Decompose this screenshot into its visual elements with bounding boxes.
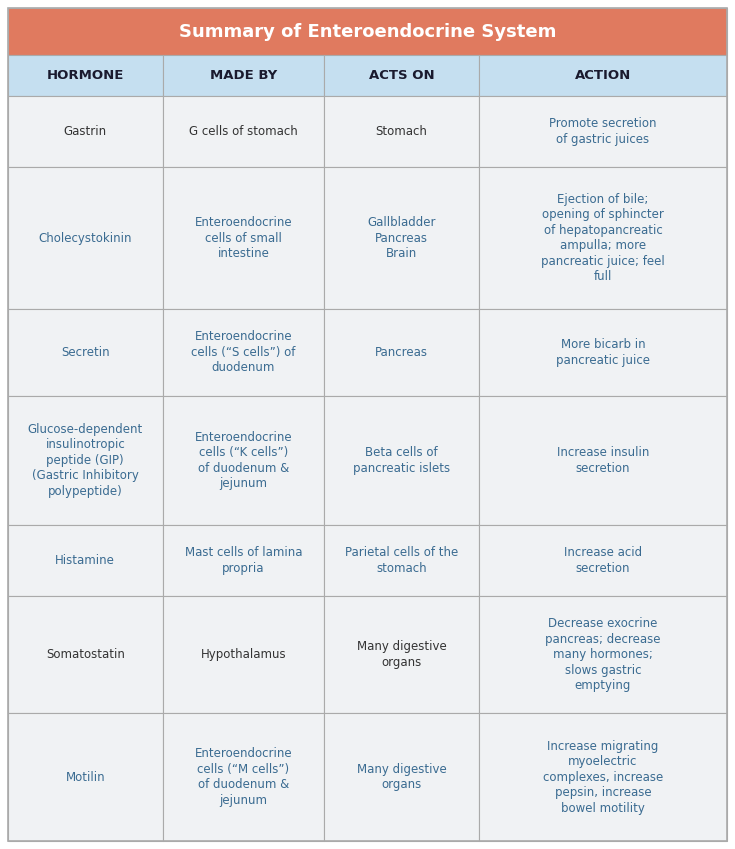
- Text: ACTS ON: ACTS ON: [369, 70, 434, 82]
- Bar: [162, 55, 324, 96]
- Text: Motilin: Motilin: [65, 771, 105, 784]
- Text: Promote secretion
of gastric juices: Promote secretion of gastric juices: [549, 117, 656, 146]
- Text: Increase migrating
myoelectric
complexes, increase
pepsin, increase
bowel motili: Increase migrating myoelectric complexes…: [543, 739, 663, 815]
- Bar: [8, 525, 162, 596]
- Text: ACTION: ACTION: [575, 70, 631, 82]
- Bar: [324, 396, 479, 525]
- Bar: [479, 96, 727, 167]
- Bar: [324, 713, 479, 841]
- Bar: [479, 309, 727, 396]
- Text: Beta cells of
pancreatic islets: Beta cells of pancreatic islets: [353, 446, 451, 475]
- Bar: [8, 713, 162, 841]
- Text: HORMONE: HORMONE: [46, 70, 124, 82]
- Bar: [8, 309, 162, 396]
- Bar: [162, 309, 324, 396]
- Text: Ejection of bile;
opening of sphincter
of hepatopancreatic
ampulla; more
pancrea: Ejection of bile; opening of sphincter o…: [541, 193, 665, 284]
- Text: Pancreas: Pancreas: [375, 346, 429, 359]
- Text: Enteroendocrine
cells (“S cells”) of
duodenum: Enteroendocrine cells (“S cells”) of duo…: [191, 330, 295, 374]
- Text: More bicarb in
pancreatic juice: More bicarb in pancreatic juice: [556, 338, 650, 367]
- Bar: [324, 525, 479, 596]
- Text: G cells of stomach: G cells of stomach: [189, 125, 298, 138]
- Text: Summary of Enteroendocrine System: Summary of Enteroendocrine System: [179, 23, 556, 41]
- Bar: [324, 96, 479, 167]
- Bar: [8, 396, 162, 525]
- Bar: [162, 596, 324, 713]
- Text: Somatostatin: Somatostatin: [46, 648, 125, 661]
- Text: Histamine: Histamine: [55, 554, 115, 567]
- Text: Many digestive
organs: Many digestive organs: [356, 640, 447, 669]
- Text: Parietal cells of the
stomach: Parietal cells of the stomach: [345, 546, 459, 575]
- Bar: [8, 55, 162, 96]
- Bar: [479, 167, 727, 309]
- Text: Decrease exocrine
pancreas; decrease
many hormones;
slows gastric
emptying: Decrease exocrine pancreas; decrease man…: [545, 617, 661, 692]
- Text: Secretin: Secretin: [61, 346, 110, 359]
- Text: Glucose-dependent
insulinotropic
peptide (GIP)
(Gastric Inhibitory
polypeptide): Glucose-dependent insulinotropic peptide…: [28, 423, 143, 498]
- Bar: [162, 525, 324, 596]
- Text: Cholecystokinin: Cholecystokinin: [38, 232, 132, 245]
- Text: Enteroendocrine
cells (“M cells”)
of duodenum &
jejunum: Enteroendocrine cells (“M cells”) of duo…: [195, 747, 293, 807]
- Bar: [479, 713, 727, 841]
- Bar: [324, 596, 479, 713]
- Text: Stomach: Stomach: [376, 125, 428, 138]
- Text: Many digestive
organs: Many digestive organs: [356, 763, 447, 791]
- Bar: [324, 309, 479, 396]
- Text: Mast cells of lamina
propria: Mast cells of lamina propria: [184, 546, 302, 575]
- Text: Increase acid
secretion: Increase acid secretion: [564, 546, 642, 575]
- Text: MADE BY: MADE BY: [210, 70, 277, 82]
- Bar: [479, 396, 727, 525]
- Bar: [324, 167, 479, 309]
- Text: Increase insulin
secretion: Increase insulin secretion: [557, 446, 649, 475]
- Bar: [162, 713, 324, 841]
- Bar: [8, 167, 162, 309]
- Bar: [479, 525, 727, 596]
- Bar: [479, 596, 727, 713]
- Bar: [8, 96, 162, 167]
- Bar: [162, 167, 324, 309]
- Text: Hypothalamus: Hypothalamus: [201, 648, 287, 661]
- Bar: [162, 96, 324, 167]
- Text: Gallbladder
Pancreas
Brain: Gallbladder Pancreas Brain: [368, 216, 436, 260]
- Bar: [162, 396, 324, 525]
- Text: Gastrin: Gastrin: [64, 125, 107, 138]
- Text: Enteroendocrine
cells of small
intestine: Enteroendocrine cells of small intestine: [195, 216, 293, 260]
- Bar: [324, 55, 479, 96]
- Text: Enteroendocrine
cells (“K cells”)
of duodenum &
jejunum: Enteroendocrine cells (“K cells”) of duo…: [195, 430, 293, 490]
- Bar: [479, 55, 727, 96]
- Bar: [8, 596, 162, 713]
- Bar: [8, 8, 727, 55]
